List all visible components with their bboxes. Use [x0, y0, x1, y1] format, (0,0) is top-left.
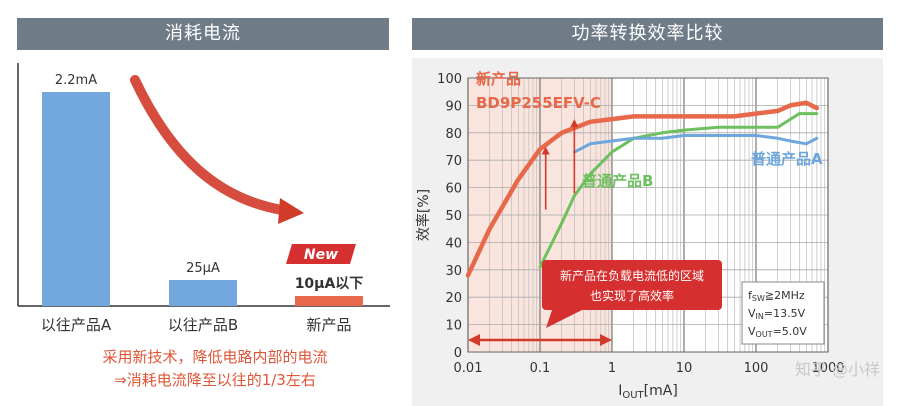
y-tick-label: 10 — [445, 319, 462, 334]
plot-frame — [467, 77, 829, 353]
new-badge — [286, 244, 356, 264]
y-tick-label: 60 — [445, 182, 462, 197]
callout-box — [542, 260, 722, 310]
bar-2 — [169, 280, 237, 306]
series-line-1 — [465, 100, 820, 278]
watermark: 知乎 @小祥 — [794, 360, 880, 379]
bar-category-label: 以往产品A — [41, 316, 112, 334]
bar-category-label: 新产品 — [306, 316, 351, 334]
bar-category-label: 以往产品B — [168, 316, 238, 334]
x-tick-label: 0.1 — [530, 361, 551, 376]
bar-value-label: 2.2mA — [55, 73, 97, 88]
y-tick-label: 100 — [437, 72, 462, 87]
series-label-b: 普通产品B — [582, 172, 653, 190]
bar-value-label: 25µA — [186, 261, 220, 276]
y-tick-label: 90 — [445, 99, 462, 114]
y-tick-label: 20 — [445, 291, 462, 306]
reduction-arrow — [130, 75, 287, 215]
x-tick-label: 10 — [676, 361, 693, 376]
series-line-3 — [572, 134, 819, 154]
note-line-2: ⇒消耗电流降至以往的1/3左右 — [114, 371, 316, 389]
y-axis-label: 效率[%] — [415, 189, 432, 241]
x-tick-label: 1 — [608, 361, 616, 376]
x-tick-label: 1000 — [811, 361, 844, 376]
range-arrow-left-head — [468, 334, 480, 346]
reduction-arrow-head — [278, 198, 304, 224]
x-tick-label: 0.01 — [454, 361, 483, 376]
note-line-1: 采用新技术，降低电路内部的电流 — [102, 348, 328, 366]
y-tick-label: 70 — [445, 154, 462, 169]
callout-text-line: 也实现了高效率 — [590, 288, 674, 303]
condition-text: fSW≧2MHz — [748, 289, 805, 303]
x-axis-label: IOUT[mA] — [618, 383, 678, 401]
improvement-arrow-head — [541, 146, 550, 155]
y-tick-label: 40 — [445, 236, 462, 251]
improvement-arrow-head — [570, 119, 579, 128]
series-label-new: 新产品 — [476, 70, 521, 88]
series-label-a: 普通产品A — [751, 150, 823, 168]
new-badge-text: New — [304, 247, 338, 263]
left-panel-header: 消耗电流 — [17, 18, 389, 50]
bar-3 — [295, 296, 363, 306]
range-arrow-right-head — [600, 334, 612, 346]
conditions-box — [741, 281, 825, 345]
bar-1 — [42, 92, 110, 306]
y-tick-label: 0 — [454, 346, 462, 361]
condition-text: VOUT=5.0V — [748, 325, 807, 339]
callout-text-line: 新产品在负载电流低的区域 — [560, 268, 704, 283]
x-tick-label: 100 — [744, 361, 769, 376]
callout-pointer — [546, 310, 582, 328]
y-tick-label: 80 — [445, 127, 462, 142]
right-panel-header: 功率转换效率比较 — [412, 18, 883, 50]
y-tick-label: 50 — [445, 209, 462, 224]
series-label-new-model: BD9P255EFV-C — [476, 94, 601, 112]
y-tick-label: 30 — [445, 264, 462, 279]
condition-text: VIN=13.5V — [748, 307, 806, 321]
series-line-2 — [538, 112, 819, 269]
bar-value-label: 10µA以下 — [295, 276, 364, 292]
